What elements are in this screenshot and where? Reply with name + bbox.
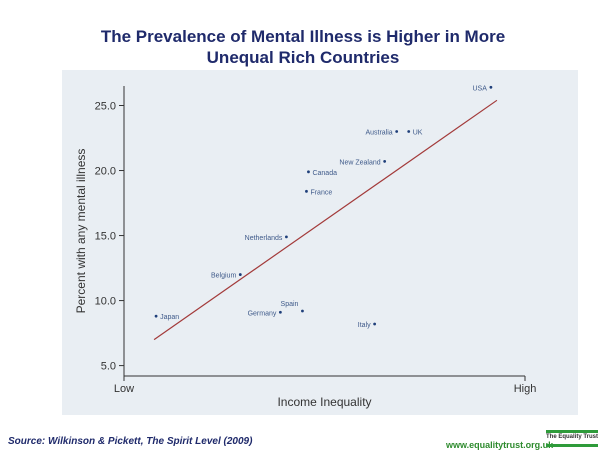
y-tick-label: 25.0 [95, 101, 116, 113]
website-link[interactable]: www.equalitytrust.org.uk [446, 440, 554, 450]
point-belgium [238, 273, 242, 276]
chart-title-line2: Unequal Rich Countries [206, 48, 400, 67]
chart-title-line1: The Prevalence of Mental Illness is High… [100, 27, 506, 46]
point-australia [395, 130, 399, 133]
point-label-belgium: Belgium [211, 273, 236, 280]
point-label-italy: Italy [358, 322, 371, 329]
y-tick-label: 10.0 [95, 296, 116, 308]
point-new-zealand [383, 160, 387, 163]
logo-bar-top [546, 430, 598, 433]
point-label-uk: UK [413, 130, 423, 137]
point-label-france: France [310, 189, 332, 196]
source-note: Source: Wilkinson & Pickett, The Spirit … [8, 436, 253, 447]
point-label-netherlands: Netherlands [245, 235, 283, 242]
point-label-new-zealand: New Zealand [339, 159, 380, 166]
y-tick-label: 5.0 [101, 361, 116, 373]
x-tick-label: High [514, 383, 537, 395]
logo-bar-bottom [546, 444, 598, 447]
equality-trust-logo: The Equality Trust [546, 430, 598, 448]
x-axis-label: Income Inequality [277, 395, 371, 409]
point-germany [278, 310, 282, 314]
point-netherlands [285, 235, 288, 239]
point-label-germany: Germany [248, 310, 277, 317]
point-france [305, 189, 308, 193]
x-tick-label: Low [114, 383, 134, 395]
trend-line [153, 99, 498, 341]
chart-title: The Prevalence of Mental Illness is High… [0, 26, 606, 68]
point-label-canada: Canada [312, 170, 337, 177]
point-label-usa: USA [473, 85, 488, 92]
y-tick-label: 20.0 [95, 166, 116, 178]
point-spain [301, 309, 304, 313]
point-label-japan: Japan [160, 314, 179, 321]
logo-text: The Equality Trust [546, 434, 599, 440]
plot-panel [62, 70, 578, 415]
point-canada [307, 170, 310, 174]
point-label-australia: Australia [365, 130, 392, 137]
point-usa [489, 85, 493, 89]
point-japan [154, 314, 158, 318]
point-uk [407, 130, 411, 133]
y-axis-label: Percent with any mental illness [74, 149, 88, 314]
y-tick-label: 15.0 [95, 231, 116, 243]
point-italy [373, 322, 377, 326]
point-label-spain: Spain [281, 301, 299, 308]
